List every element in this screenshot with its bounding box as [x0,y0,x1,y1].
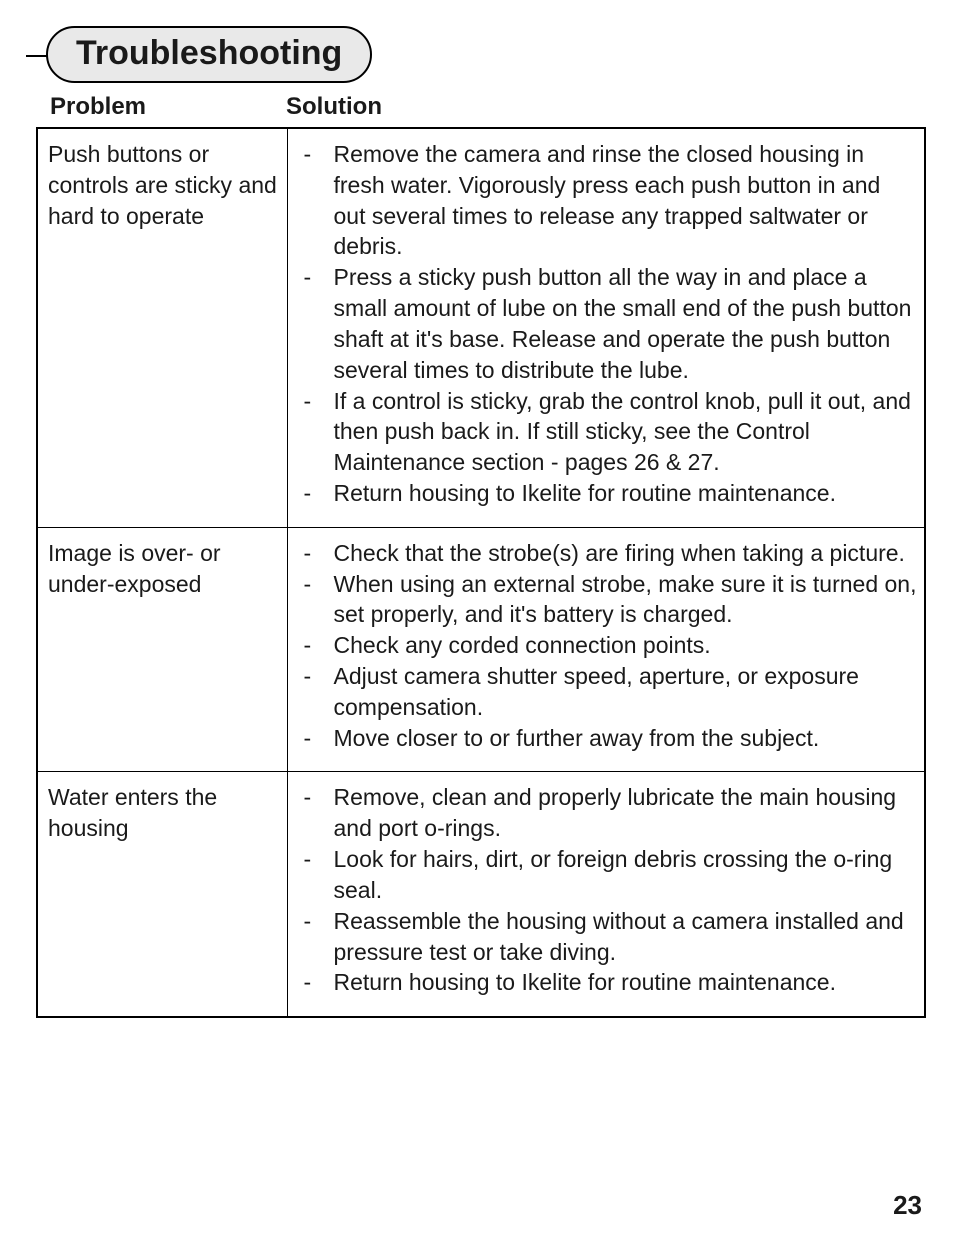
problem-cell: Push buttons or controls are sticky and … [37,128,287,527]
solution-item: Move closer to or further away from the … [334,723,919,754]
solution-item: Check any corded connection points. [334,630,919,661]
solution-item: Reassemble the housing without a camera … [334,906,919,968]
solution-item: Adjust camera shutter speed, aperture, o… [334,661,919,723]
page-number: 23 [893,1190,922,1221]
solution-item: Remove the camera and rinse the closed h… [334,139,919,262]
solution-cell: Remove the camera and rinse the closed h… [287,128,925,527]
solution-item: Remove, clean and properly lubricate the… [334,782,919,844]
solution-list: Remove, clean and properly lubricate the… [298,782,919,998]
solution-item: If a control is sticky, grab the control… [334,386,919,478]
solution-item: Press a sticky push button all the way i… [334,262,919,385]
column-header-solution: Solution [286,93,382,121]
table-header-row: Problem Solution [36,91,926,127]
troubleshooting-table: Push buttons or controls are sticky and … [36,127,926,1018]
solution-item: Check that the strobe(s) are firing when… [334,538,919,569]
problem-cell: Water enters the housing [37,772,287,1017]
solution-item: Return housing to Ikelite for routine ma… [334,478,919,509]
table-row: Push buttons or controls are sticky and … [37,128,925,527]
solution-item: Return housing to Ikelite for routine ma… [334,967,919,998]
solution-cell: Remove, clean and properly lubricate the… [287,772,925,1017]
section-title-pill: Troubleshooting [46,26,372,83]
column-header-problem: Problem [50,93,286,121]
solution-item: When using an external strobe, make sure… [334,569,919,631]
problem-cell: Image is over- or under-exposed [37,527,287,772]
solution-item: Look for hairs, dirt, or foreign debris … [334,844,919,906]
table-row: Image is over- or under-exposed Check th… [37,527,925,772]
manual-page: Troubleshooting Problem Solution Push bu… [0,0,954,1235]
section-title: Troubleshooting [76,34,342,72]
solution-list: Check that the strobe(s) are firing when… [298,538,919,754]
solution-list: Remove the camera and rinse the closed h… [298,139,919,509]
table-body: Push buttons or controls are sticky and … [37,128,925,1017]
table-row: Water enters the housing Remove, clean a… [37,772,925,1017]
solution-cell: Check that the strobe(s) are firing when… [287,527,925,772]
